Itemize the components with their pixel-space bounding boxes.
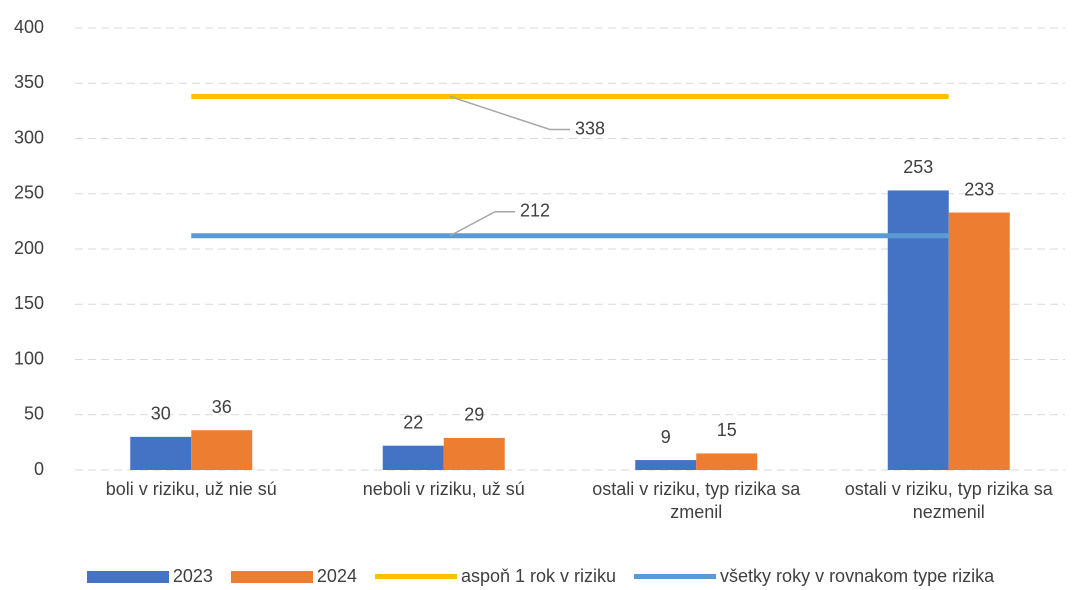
legend-item: aspoň 1 rok v riziku: [374, 566, 617, 587]
y-tick-label: 400: [14, 17, 44, 37]
legend-item: 2024: [230, 566, 357, 587]
data-label: 338: [575, 118, 605, 138]
bar: [191, 430, 253, 470]
y-tick-label: 300: [14, 127, 44, 147]
bar: [382, 445, 444, 470]
legend: 2023 2024 aspoň 1 rok v riziku všetky roky …: [0, 566, 1081, 587]
legend-label: všetky roky v rovnakom type rizika: [720, 566, 995, 586]
legend-label: 2023: [172, 566, 213, 586]
y-tick-label: 350: [14, 72, 44, 92]
bar: [443, 437, 505, 470]
bar: [887, 190, 949, 470]
y-tick-label: 50: [24, 404, 44, 424]
bar: [696, 453, 758, 470]
x-tick-label: boli v riziku, už nie sú: [105, 479, 277, 499]
x-tick-label: ostali v riziku, typ rizika sa nezmenil: [844, 479, 1053, 522]
y-tick-label: 250: [14, 183, 44, 203]
data-label: 29: [464, 405, 484, 425]
data-label: 233: [964, 179, 994, 199]
bar: [130, 436, 192, 470]
leader-line: [449, 210, 515, 237]
legend-swatch: [86, 570, 169, 583]
data-label: 15: [717, 420, 737, 440]
leader-line: [449, 95, 570, 131]
data-label: 22: [403, 412, 423, 432]
data-label: 30: [151, 404, 171, 424]
y-tick-label: 200: [14, 238, 44, 258]
legend-swatch: [374, 574, 457, 579]
bar: [948, 212, 1010, 470]
y-tick-label: 100: [14, 348, 44, 368]
data-label: 36: [212, 397, 232, 417]
bar: [635, 460, 697, 470]
legend-label: 2024: [316, 566, 357, 586]
legend-label: aspoň 1 rok v riziku: [460, 566, 617, 586]
y-tick-label: 0: [34, 459, 44, 479]
legend-item: 2023: [86, 566, 213, 587]
data-label: 212: [520, 200, 550, 220]
legend-swatch: [230, 570, 313, 583]
legend-swatch: [634, 574, 717, 579]
data-label: 9: [661, 427, 671, 447]
x-tick-label: neboli v riziku, už sú: [362, 479, 525, 499]
y-tick-label: 150: [14, 293, 44, 313]
data-label: 253: [903, 157, 933, 177]
legend-item: všetky roky v rovnakom type rizika: [634, 566, 994, 587]
x-tick-label: ostali v riziku, typ rizika sa zmenil: [592, 479, 801, 522]
